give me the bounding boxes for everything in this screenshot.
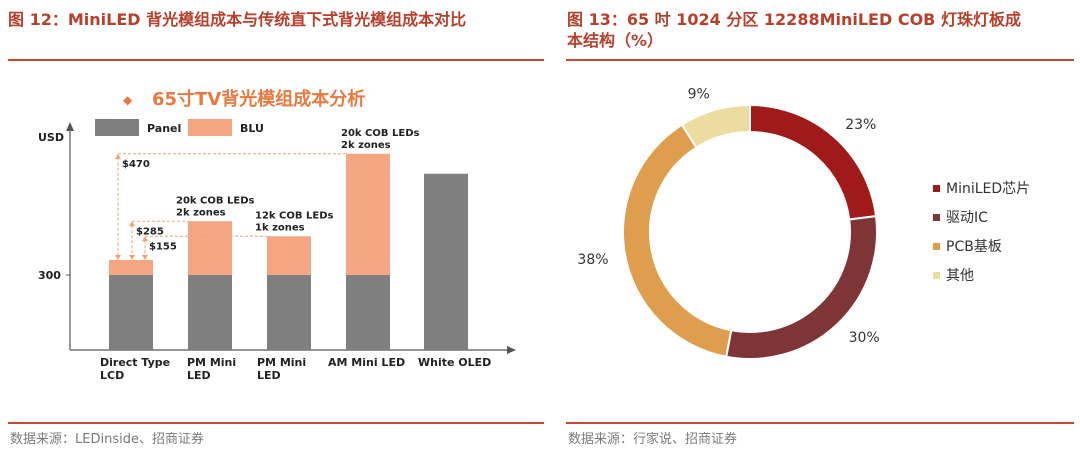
legend-swatch bbox=[933, 185, 940, 192]
x-tick-label: Direct Type bbox=[100, 356, 170, 369]
x-tick-label: LED bbox=[257, 369, 281, 382]
left-top-rule bbox=[8, 59, 544, 61]
slice-value-label: 30% bbox=[849, 330, 880, 346]
left-source-note: 数据来源：LEDinside、招商证券 bbox=[10, 432, 204, 447]
difference-arrow-head-up bbox=[129, 221, 135, 227]
legend-swatch-panel bbox=[95, 119, 139, 136]
left-bottom-rule bbox=[8, 422, 544, 424]
donut-slice bbox=[680, 103, 751, 149]
x-tick-label: LCD bbox=[100, 369, 124, 382]
legend-label: MiniLED芯片 bbox=[946, 181, 1030, 197]
legend-label: 驱动IC bbox=[946, 210, 988, 226]
difference-label: $470 bbox=[122, 159, 150, 170]
x-axis-arrow bbox=[507, 346, 516, 354]
right-figure-title-line1: 图 13：65 吋 1024 分区 12288MiniLED COB 灯珠灯板成 bbox=[567, 10, 1021, 29]
slice-value-label: 38% bbox=[577, 252, 608, 268]
bar-annotation: 2k zones bbox=[341, 140, 391, 151]
bar-blu bbox=[188, 221, 232, 275]
bar-annotation: 20k COB LEDs bbox=[176, 195, 254, 206]
bar-panel bbox=[424, 173, 468, 350]
right-top-rule bbox=[566, 59, 1074, 61]
difference-label: $285 bbox=[136, 226, 164, 237]
left-figure-title: 图 12：MiniLED 背光模组成本与传统直下式背光模组成本对比 bbox=[8, 10, 467, 29]
legend-label-blu: BLU bbox=[240, 122, 264, 135]
bar-annotation: 20k COB LEDs bbox=[341, 128, 419, 139]
right-bottom-rule bbox=[566, 422, 1074, 424]
y-axis-arrow bbox=[66, 122, 74, 131]
bar-panel bbox=[267, 275, 311, 350]
legend-label: 其他 bbox=[946, 268, 974, 284]
legend-swatch-blu bbox=[188, 119, 232, 136]
difference-arrow-head-down bbox=[115, 255, 121, 260]
x-tick-label: PM Mini bbox=[257, 356, 306, 369]
bar-panel bbox=[109, 275, 153, 350]
title-diamond-icon: ◆ bbox=[123, 93, 133, 107]
difference-arrow-head-down bbox=[129, 255, 135, 260]
slice-value-label: 23% bbox=[845, 117, 876, 133]
bar-annotation: 1k zones bbox=[255, 222, 305, 233]
donut-slice bbox=[622, 123, 733, 358]
right-figure-title: 图 13：65 吋 1024 分区 12288MiniLED COB 灯珠灯板成… bbox=[567, 9, 1079, 51]
bar-panel bbox=[346, 275, 390, 350]
legend-swatch bbox=[933, 243, 940, 250]
y-axis-label: USD bbox=[38, 131, 64, 144]
difference-label: $155 bbox=[149, 241, 177, 252]
x-tick-label: White OLED bbox=[418, 356, 491, 369]
difference-arrow-head-up bbox=[115, 153, 121, 159]
bar-panel bbox=[188, 275, 232, 350]
difference-arrow-head-up bbox=[142, 236, 148, 242]
x-tick-label: AM Mini LED bbox=[328, 356, 405, 369]
legend-label: PCB基板 bbox=[946, 238, 1002, 255]
bar-blu bbox=[267, 236, 311, 275]
right-figure-title-line2: 本结构（%） bbox=[567, 31, 664, 50]
legend-swatch bbox=[933, 272, 940, 279]
bar-annotation: 12k COB LEDs bbox=[255, 210, 333, 221]
difference-arrow-head-down bbox=[142, 255, 148, 260]
x-tick-label: PM Mini bbox=[187, 356, 236, 369]
bar-annotation: 2k zones bbox=[176, 207, 226, 218]
chart-title: 65寸TV背光模组成本分析 bbox=[152, 88, 365, 110]
legend-swatch bbox=[933, 214, 940, 221]
bar-blu bbox=[346, 153, 390, 275]
x-tick-label: LED bbox=[187, 369, 211, 382]
bar-blu bbox=[109, 260, 153, 275]
right-source-note: 数据来源：行家说、招商证券 bbox=[568, 432, 738, 447]
y-tick-label-300: 300 bbox=[38, 269, 61, 282]
slice-value-label: 9% bbox=[688, 87, 710, 103]
legend-label-panel: Panel bbox=[147, 122, 181, 135]
